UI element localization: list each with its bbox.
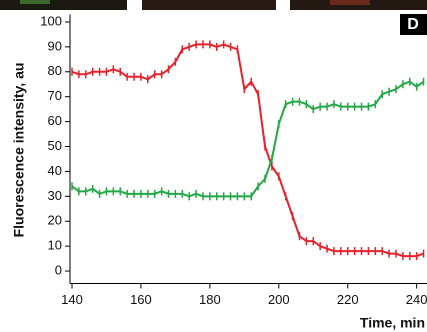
y-tick-label: 60	[48, 113, 62, 128]
x-tick-label: 220	[337, 292, 359, 307]
y-tick-label: 80	[48, 63, 62, 78]
y-tick-label: 0	[55, 262, 62, 277]
panel-label: D	[407, 16, 419, 33]
y-tick-label: 50	[48, 138, 62, 153]
image-strip	[20, 0, 50, 4]
y-tick-label: 40	[48, 163, 62, 178]
y-tick-label: 30	[48, 188, 62, 203]
chart: D Fluorescence intensity, au Time, min 0…	[0, 0, 427, 332]
image-strip	[0, 0, 127, 10]
series-line	[72, 82, 424, 197]
x-axis-label: Time, min	[360, 315, 425, 331]
y-tick-label: 100	[40, 13, 62, 28]
image-strip	[330, 0, 370, 5]
y-tick-label: 20	[48, 213, 62, 228]
y-tick-label: 90	[48, 38, 62, 53]
image-strip	[142, 0, 276, 10]
x-tick-label: 200	[268, 292, 290, 307]
y-tick-label: 10	[48, 238, 62, 253]
y-tick-label: 70	[48, 88, 62, 103]
y-axis-label: Fluorescence intensity, au	[11, 63, 27, 238]
x-tick-label: 240	[406, 292, 427, 307]
x-tick-label: 180	[199, 292, 221, 307]
x-tick-label: 160	[130, 292, 152, 307]
series-line	[72, 44, 424, 256]
x-tick-label: 140	[61, 292, 83, 307]
